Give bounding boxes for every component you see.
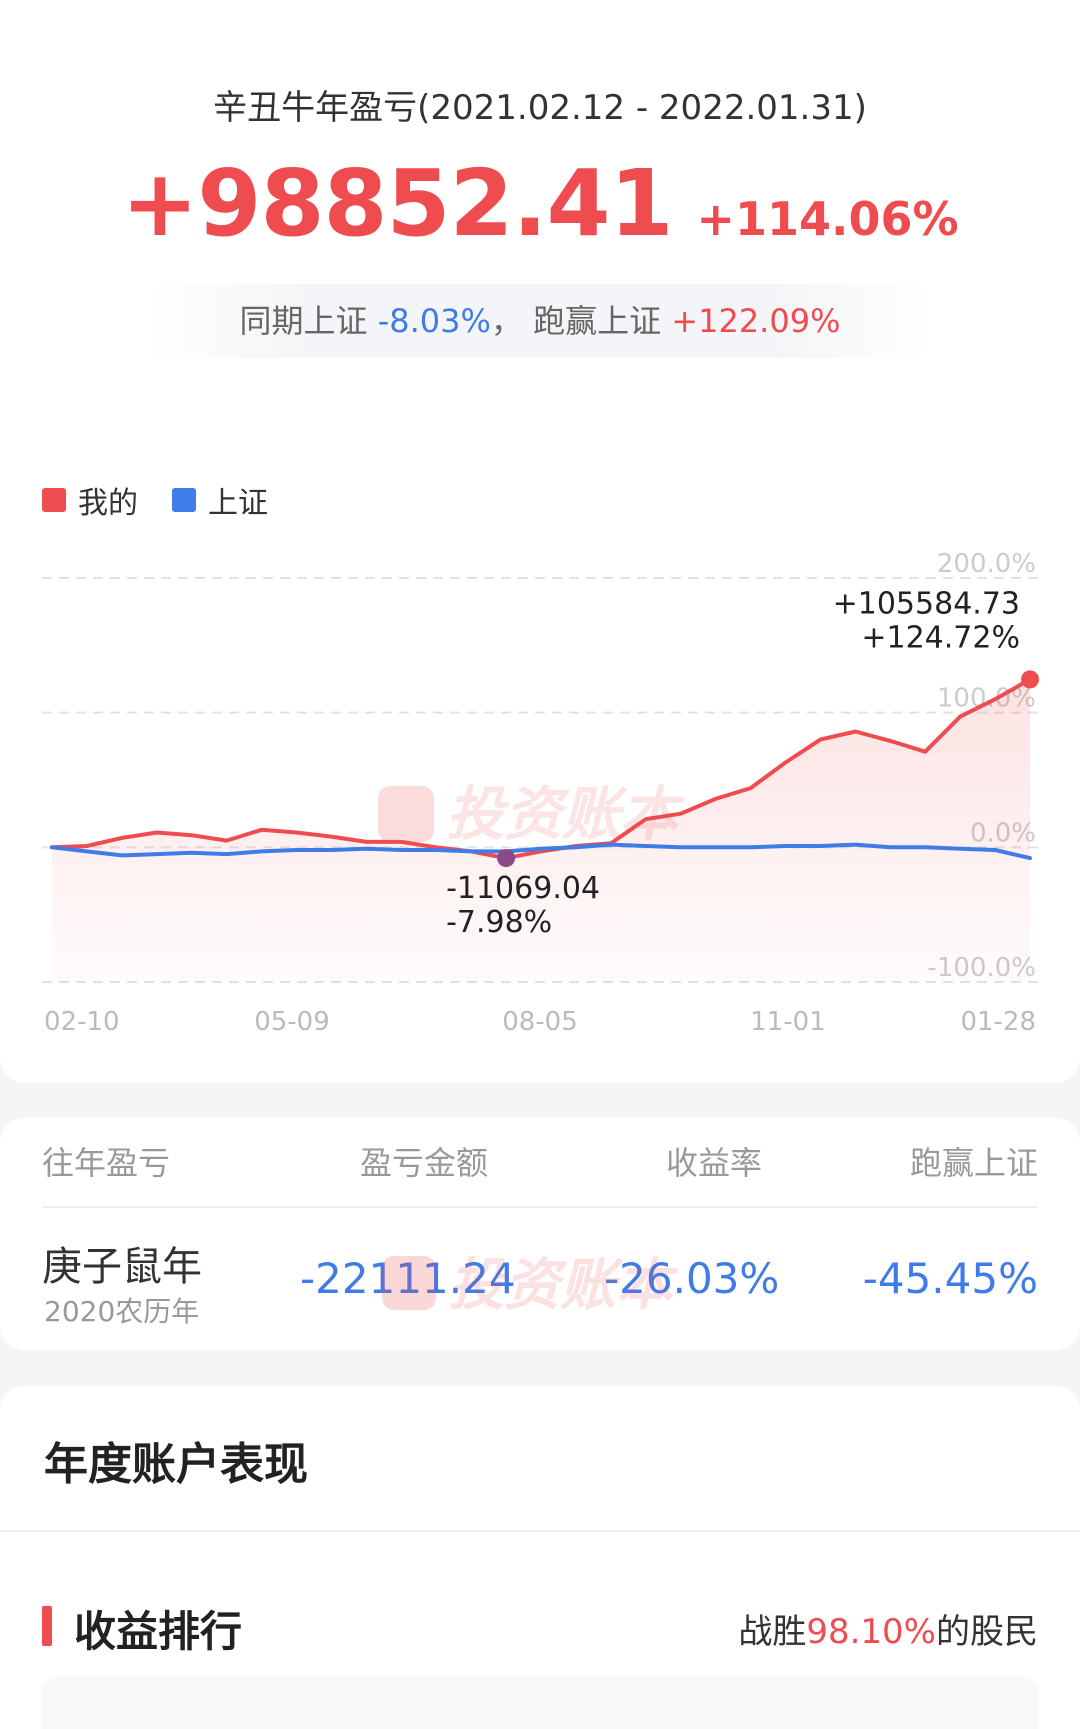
annual-title: 年度账户表现 — [44, 1439, 308, 1490]
column-past-years: 往年盈亏 — [42, 1144, 171, 1182]
y-tick-label: 200.0% — [937, 549, 1036, 579]
chart-legend: 我的 上证 — [42, 478, 302, 522]
x-tick-label: 11-01 — [750, 1007, 826, 1037]
legend-label-mine: 我的 — [78, 486, 138, 521]
max-point — [1021, 670, 1039, 689]
x-tick-label: 02-10 — [44, 1007, 120, 1037]
min-point — [497, 849, 516, 868]
summary-card: 辛丑牛年盈亏(2021.02.12 - 2022.01.31) +98852.4… — [0, 0, 1080, 1083]
watermark-text: 投资账本 — [448, 1253, 679, 1318]
beat-index-label: 跑赢上证 — [533, 302, 662, 340]
rank-prefix: 战胜 — [738, 1612, 807, 1652]
legend-item-index[interactable]: 上证 — [172, 478, 268, 522]
history-watermark: 投资账本 — [382, 1253, 679, 1318]
rank-panel — [42, 1676, 1038, 1729]
rank-accent-bar — [42, 1606, 52, 1646]
column-amount: 盈亏金额 — [360, 1144, 489, 1182]
chart-points — [497, 670, 1039, 868]
series-line-mine — [50, 677, 1032, 861]
chart-lines — [50, 677, 1032, 861]
annotation-rate: +124.72% — [861, 620, 1020, 655]
series-area-mine — [52, 679, 1030, 982]
row-rate: -26.03% — [604, 1254, 780, 1303]
x-tick-label: 08-05 — [502, 1007, 578, 1037]
watermark-logo-icon — [382, 1256, 436, 1310]
same-period-value: -8.03% — [377, 302, 491, 340]
profit-rate: +114.06% — [696, 192, 959, 246]
legend-swatch-index — [172, 488, 196, 512]
column-beat-index: 跑赢上证 — [909, 1144, 1038, 1182]
compare-separator: ， — [490, 302, 523, 340]
beat-index-value: +122.09% — [671, 302, 841, 340]
rank-value: 98.10% — [806, 1612, 936, 1652]
column-rate: 收益率 — [666, 1144, 763, 1182]
legend-swatch-mine — [42, 488, 66, 512]
chart-area — [52, 679, 1030, 982]
profit-row: +98852.41 +114.06% — [0, 150, 1080, 257]
row-year-name: 庚子鼠年 — [42, 1244, 202, 1290]
history-header: 往年盈亏 盈亏金额 收益率 跑赢上证 — [42, 1138, 1038, 1206]
history-divider — [42, 1206, 1038, 1208]
annual-card — [0, 1386, 1080, 1729]
annotation-amount: +105584.73 — [833, 586, 1020, 621]
profit-chart[interactable]: 200.0%100.0%0.0%-100.0%02-1005-0908-0511… — [0, 540, 1080, 1040]
x-tick-label: 05-09 — [254, 1007, 330, 1037]
same-period-label: 同期上证 — [239, 302, 368, 340]
legend-item-mine[interactable]: 我的 — [42, 478, 138, 522]
table-row[interactable]: 庚子鼠年 2020农历年 -22111.24 -26.03% -45.45% — [42, 1228, 1038, 1328]
annotation-amount: -11069.04 — [446, 871, 600, 906]
x-tick-label: 01-28 — [960, 1007, 1036, 1037]
history-card — [0, 1118, 1080, 1350]
series-line-index — [50, 842, 1032, 861]
rank-summary: 战胜98.10%的股民 — [738, 1604, 1038, 1653]
row-year-sub: 2020农历年 — [44, 1295, 200, 1328]
chart-labels: +105584.73+124.72% -11069.04-7.98% — [446, 586, 1020, 940]
period-title: 辛丑牛年盈亏(2021.02.12 - 2022.01.31) — [213, 88, 867, 128]
row-amount: -22111.24 — [300, 1254, 516, 1303]
watermark-logo-icon — [378, 786, 434, 842]
index-compare-bar: 同期上证 -8.03%， 跑赢上证 +122.09% — [150, 284, 930, 358]
row-beat-index: -45.45% — [862, 1254, 1038, 1303]
annotation-rate: -7.98% — [446, 905, 552, 940]
legend-label-index: 上证 — [208, 486, 268, 521]
rank-title: 收益排行 — [74, 1607, 243, 1656]
rank-suffix: 的股民 — [936, 1612, 1038, 1652]
profit-amount: +98852.41 — [121, 150, 673, 257]
annual-divider — [0, 1530, 1080, 1532]
